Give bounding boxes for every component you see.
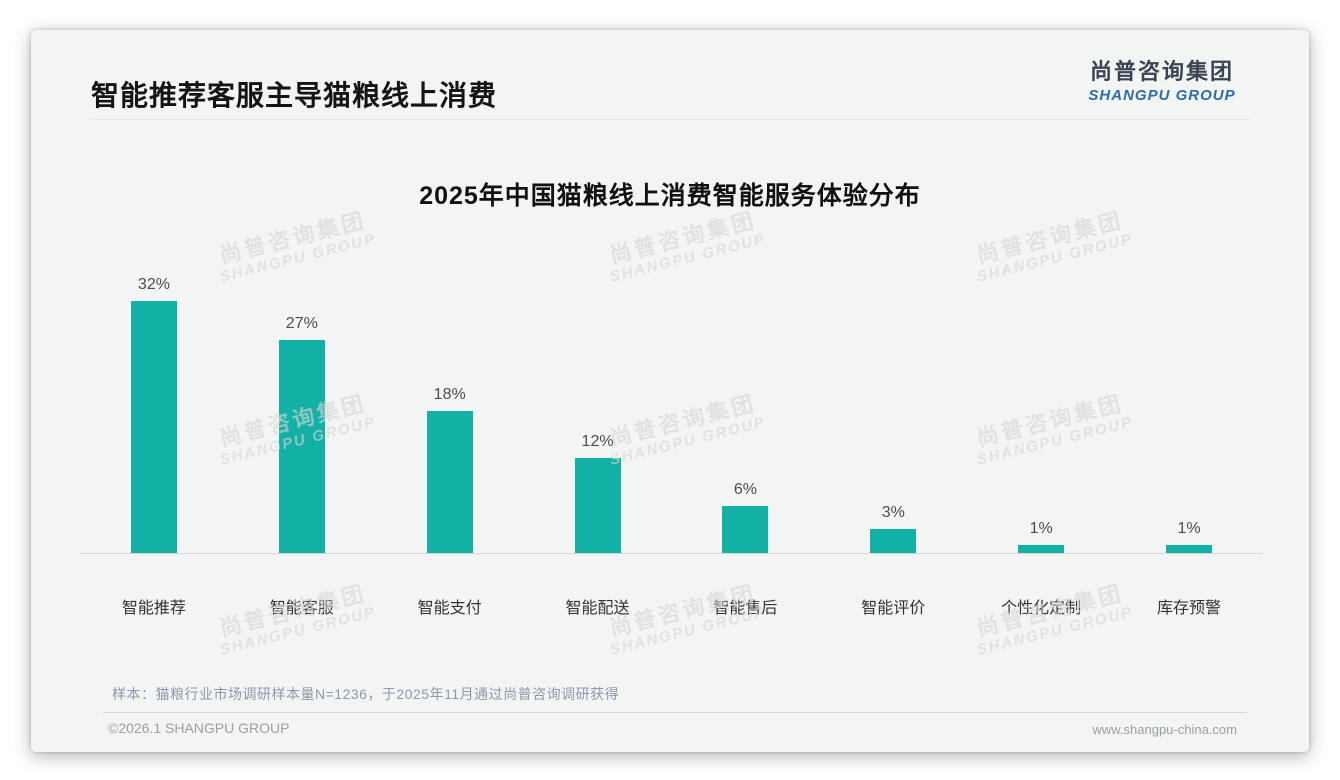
- bar-group: 27%: [228, 276, 376, 553]
- bar: [722, 506, 769, 553]
- slide-card: 智能推荐客服主导猫粮线上消费 尚普咨询集团 SHANGPU GROUP 2025…: [31, 30, 1309, 752]
- bar-group: 1%: [967, 276, 1115, 553]
- shangpu-watermark: 尚普咨询集团 SHANGPU GROUP: [607, 580, 768, 660]
- bar: [1018, 545, 1065, 553]
- bar-group: 3%: [819, 276, 967, 553]
- bar: [870, 529, 917, 553]
- chart-title: 2025年中国猫粮线上消费智能服务体验分布: [419, 182, 921, 210]
- bar-value-label: 27%: [285, 315, 318, 332]
- bar-value-label: 1%: [1029, 520, 1053, 537]
- bar-value-label: 6%: [733, 481, 757, 498]
- footer-website: www.shangpu-china.com: [1092, 722, 1237, 737]
- bar-group: 6%: [672, 276, 820, 553]
- bar-value-label: 1%: [1177, 520, 1201, 537]
- bar: [574, 458, 621, 553]
- bar: [278, 340, 325, 553]
- shangpu-watermark: 尚普咨询集团 SHANGPU GROUP: [217, 580, 378, 660]
- footer-divider: [103, 712, 1247, 713]
- category-label: 个性化定制: [1001, 600, 1082, 617]
- category-label: 智能评价: [861, 600, 926, 617]
- bar-value-label: 12%: [581, 433, 614, 450]
- bar: [1166, 545, 1213, 553]
- bar-chart-category-axis: 智能推荐 智能客服 智能支付 智能配送 智能售后 智能评价 个性化定制 库存预警: [80, 594, 1263, 618]
- bar-group: 18%: [376, 276, 524, 553]
- logo-cn-text: 尚普咨询集团: [1089, 59, 1234, 84]
- footer-copyright: ©2026.1 SHANGPU GROUP: [108, 720, 290, 736]
- bar-group: 12%: [524, 276, 672, 553]
- category-label: 智能客服: [269, 600, 334, 617]
- bar-value-label: 18%: [433, 386, 466, 403]
- category-label: 智能推荐: [121, 600, 186, 617]
- shangpu-logo: 尚普咨询集团 SHANGPU GROUP: [1084, 54, 1240, 104]
- logo-en-text: SHANGPU GROUP: [1088, 87, 1236, 104]
- bar-value-label: 3%: [881, 504, 905, 521]
- sample-note: 样本：猫粮行业市场调研样本量N=1236，于2025年11月通过尚普咨询调研获得: [112, 686, 620, 702]
- bar-group: 32%: [80, 276, 228, 553]
- category-label: 智能售后: [713, 600, 778, 617]
- category-label: 智能配送: [565, 600, 630, 617]
- bar-chart-plot-area: 32% 27% 18% 12% 6% 3% 1% 1%: [80, 276, 1263, 554]
- bar-group: 1%: [1115, 276, 1263, 553]
- shangpu-watermark: 尚普咨询集团 SHANGPU GROUP: [974, 580, 1135, 660]
- page-title: 智能推荐客服主导猫粮线上消费: [91, 80, 498, 111]
- category-label: 智能支付: [417, 600, 482, 617]
- bar-value-label: 32%: [137, 276, 170, 293]
- bar: [426, 411, 473, 553]
- title-divider: [91, 119, 1249, 120]
- bar: [130, 301, 177, 553]
- category-label: 库存预警: [1157, 600, 1222, 617]
